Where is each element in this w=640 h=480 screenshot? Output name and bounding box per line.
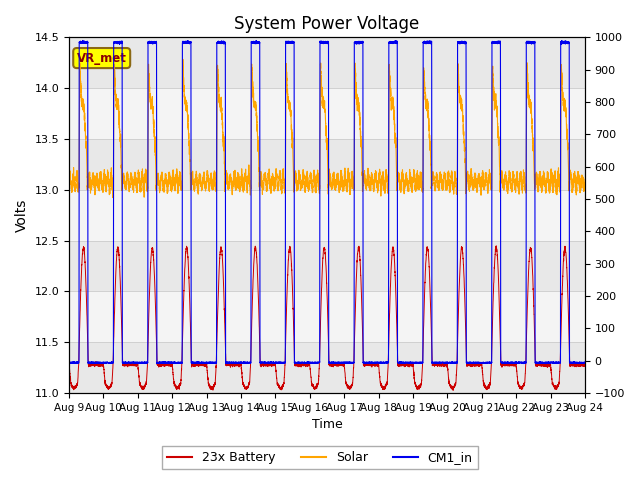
X-axis label: Time: Time [312,419,342,432]
Bar [69,240,585,291]
Title: System Power Voltage: System Power Voltage [234,15,420,33]
Y-axis label: Volts: Volts [15,199,29,232]
Legend: 23x Battery, Solar, CM1_in: 23x Battery, Solar, CM1_in [163,446,477,469]
Bar [69,190,585,240]
Bar [69,88,585,139]
Bar [69,291,585,342]
Bar [69,37,585,88]
Text: VR_met: VR_met [77,51,127,65]
Bar [69,342,585,393]
Bar [69,139,585,190]
